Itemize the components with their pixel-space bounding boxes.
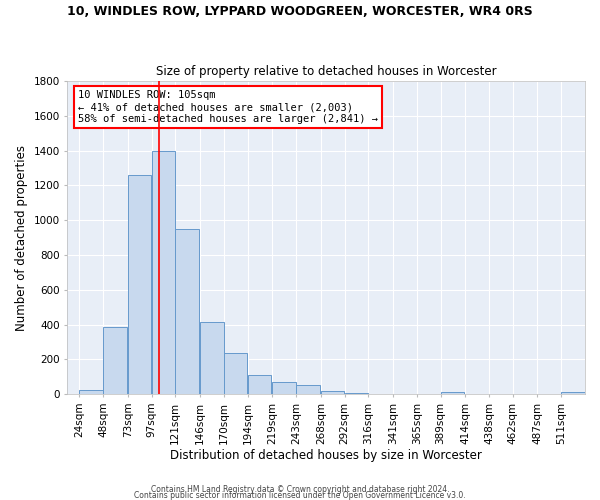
Text: 10 WINDLES ROW: 105sqm
← 41% of detached houses are smaller (2,003)
58% of semi-: 10 WINDLES ROW: 105sqm ← 41% of detached… — [78, 90, 378, 124]
Bar — [296, 386, 320, 394]
Bar — [103, 327, 127, 394]
Bar — [248, 375, 271, 394]
Bar — [224, 354, 247, 394]
Bar — [175, 229, 199, 394]
X-axis label: Distribution of detached houses by size in Worcester: Distribution of detached houses by size … — [170, 450, 482, 462]
Bar — [561, 392, 585, 394]
Bar — [321, 390, 344, 394]
Bar — [272, 382, 296, 394]
Text: Contains HM Land Registry data © Crown copyright and database right 2024.: Contains HM Land Registry data © Crown c… — [151, 485, 449, 494]
Y-axis label: Number of detached properties: Number of detached properties — [15, 144, 28, 330]
Text: 10, WINDLES ROW, LYPPARD WOODGREEN, WORCESTER, WR4 0RS: 10, WINDLES ROW, LYPPARD WOODGREEN, WORC… — [67, 5, 533, 18]
Bar — [79, 390, 103, 394]
Bar — [128, 175, 151, 394]
Bar — [200, 322, 224, 394]
Bar — [152, 150, 175, 394]
Title: Size of property relative to detached houses in Worcester: Size of property relative to detached ho… — [156, 66, 497, 78]
Text: Contains public sector information licensed under the Open Government Licence v3: Contains public sector information licen… — [134, 490, 466, 500]
Bar — [440, 392, 464, 394]
